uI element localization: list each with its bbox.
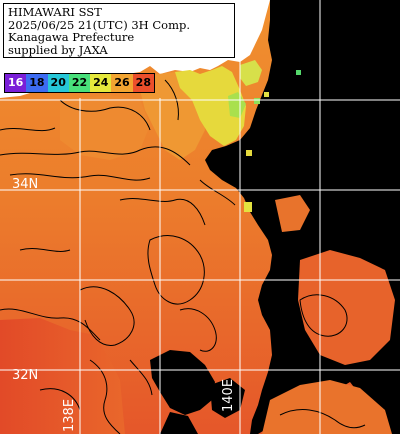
cool-speck [254,98,260,104]
contour [0,127,56,132]
cool-water-north [240,60,262,86]
contour [147,235,205,305]
title-line-4: supplied by JAXA [8,42,108,57]
legend-step-26: 26 [111,74,133,92]
cool-speck [264,92,269,97]
sea-east-mid [275,195,310,232]
cool-water-bay [175,66,246,146]
contour [9,173,151,181]
contour [0,146,191,166]
legend-step-28: 28 [132,74,154,92]
contour [129,359,153,396]
sea-east-patch [298,250,395,365]
cloud-blob-south2 [210,378,245,418]
title-line-2: 2025/06/25 21(UTC) 3H Comp. [8,17,191,32]
contour [299,294,348,337]
legend-step-24: 24 [90,74,112,92]
contour [0,308,101,341]
legend-step-18: 18 [26,74,48,92]
lat-label-32n: 32N [12,368,39,383]
title-line-1: HIMAWARI SST [8,5,102,19]
contour [39,388,81,411]
contour [199,179,236,206]
color-legend: 16 18 20 22 24 26 28 [4,73,155,93]
title-box: HIMAWARI SST 2025/06/25 21(UTC) 3H Comp.… [3,3,235,58]
contour [179,308,217,352]
contour [164,79,179,121]
cool-patch-coast [60,95,150,160]
cloud-blob-south3 [160,412,198,434]
legend-step-20: 20 [47,74,69,92]
contour-lines [0,79,366,434]
cool-water-bay2 [228,92,246,118]
contour [279,409,366,429]
sea-east-bottom [262,380,392,434]
lon-label-140e: 140E [221,378,236,412]
contour [79,286,135,346]
warm-region-southwest [0,318,125,434]
cool-speck [246,150,252,156]
cool-speck [296,70,301,75]
legend-step-22: 22 [68,74,91,92]
cloud-blob-south [150,350,215,415]
title-line-3: Kanagawa Prefecture [8,30,135,44]
lat-label-34n: 34N [12,177,39,192]
legend-step-16: 16 [5,74,27,92]
contour [59,99,151,131]
contour [19,248,71,252]
contour [119,198,206,226]
cool-speck [244,202,252,212]
lon-label-138e: 138E [62,398,77,432]
